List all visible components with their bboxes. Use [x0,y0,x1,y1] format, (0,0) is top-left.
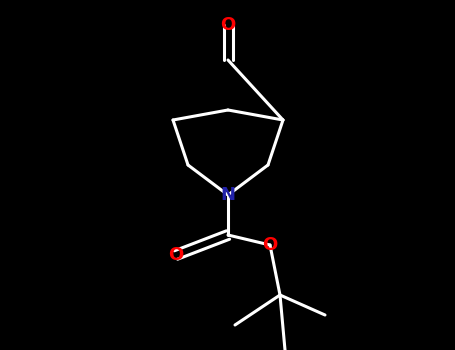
Text: O: O [168,246,184,264]
Text: N: N [221,186,236,204]
Text: O: O [220,16,236,34]
Text: O: O [263,236,278,254]
